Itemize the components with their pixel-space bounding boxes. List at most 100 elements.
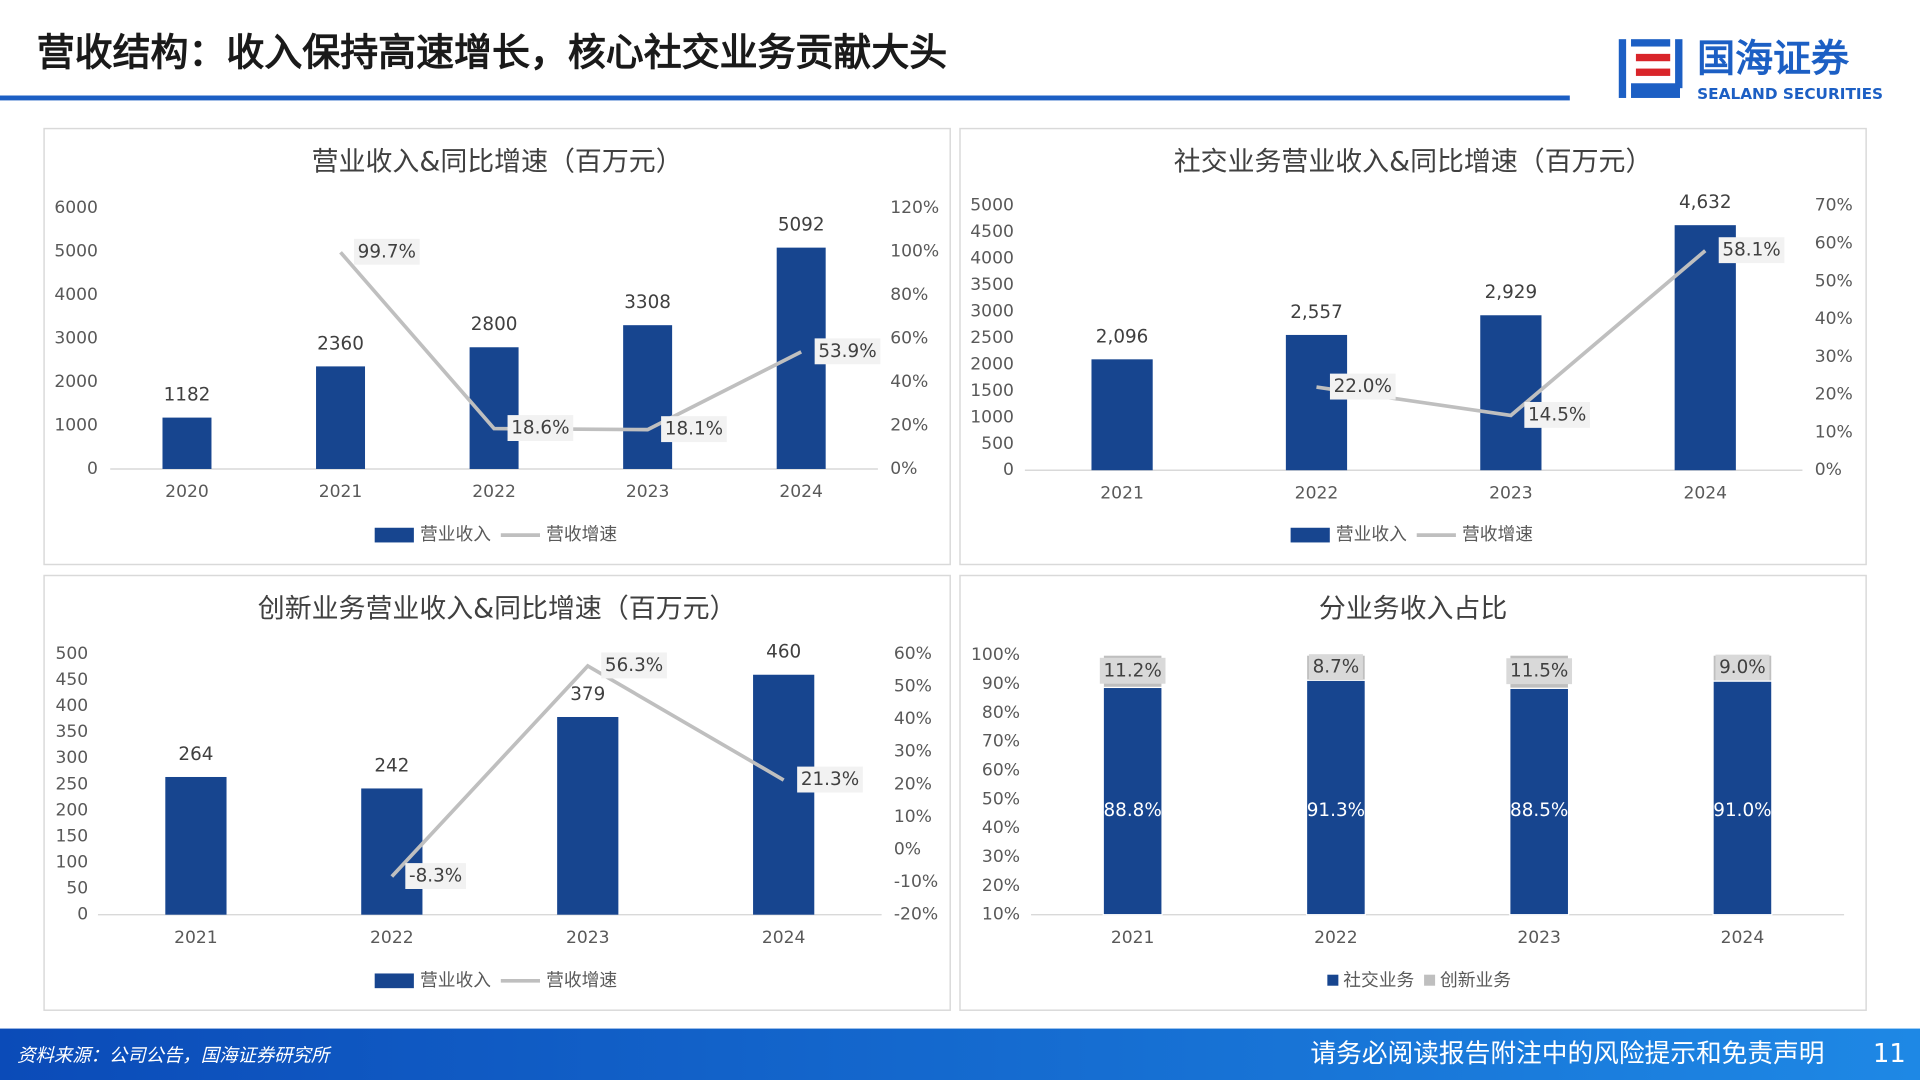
data-label: 9.0% (1719, 657, 1766, 678)
legend-label: 营收增速 (546, 524, 617, 545)
bar-segment (1102, 686, 1163, 916)
bar (1480, 315, 1542, 471)
y-tick-label: 6000 (54, 198, 98, 218)
x-tick-label: 2023 (626, 482, 670, 502)
y-tick-label: 60% (982, 760, 1020, 780)
y-tick-label: 450 (55, 670, 88, 690)
y2-tick-label: 20% (894, 774, 932, 794)
y-tick-label: 250 (55, 774, 88, 794)
y-tick-label: 5000 (54, 242, 98, 262)
data-label: 264 (178, 744, 213, 765)
y2-tick-label: -20% (894, 905, 938, 925)
y-tick-label: 4000 (54, 285, 98, 305)
legend-label: 创新业务 (1440, 970, 1511, 991)
data-label-box (814, 338, 881, 365)
x-tick-label: 2021 (1100, 483, 1144, 503)
y2-tick-label: 60% (1815, 233, 1853, 253)
data-label-box (405, 863, 466, 889)
y2-tick-label: 40% (894, 709, 932, 729)
y-tick-label: 3500 (970, 275, 1014, 295)
chart-title: 创新业务营业收入&同比增速（百万元） (258, 593, 737, 624)
data-label-box (507, 415, 574, 442)
x-tick-label: 2023 (1489, 483, 1533, 503)
legend-label: 营业收入 (420, 970, 491, 991)
page-number: 11 (1873, 1039, 1906, 1069)
y-tick-label: 300 (55, 748, 88, 768)
y-tick-label: 500 (981, 434, 1014, 454)
y2-tick-label: 40% (1815, 309, 1853, 329)
data-label: -8.3% (409, 866, 462, 887)
y2-tick-label: 50% (894, 676, 932, 696)
data-label: 21.3% (801, 769, 859, 790)
y2-tick-label: 50% (1815, 271, 1853, 291)
bar (162, 417, 212, 469)
data-label: 4,632 (1679, 192, 1732, 213)
y-tick-label: 1000 (970, 407, 1014, 427)
data-label-box (601, 652, 667, 679)
x-tick-label: 2024 (779, 482, 823, 502)
slide-title: 营收结构：收入保持高速增长，核心社交业务贡献大头 (37, 31, 948, 75)
data-label: 1182 (164, 385, 211, 406)
x-tick-label: 2020 (165, 482, 209, 502)
data-label: 5092 (778, 215, 825, 236)
data-label: 2360 (317, 333, 364, 354)
line (390, 663, 785, 878)
y-tick-label: 150 (55, 826, 88, 846)
x-tick-label: 2023 (1517, 928, 1561, 948)
x-tick-label: 2022 (1295, 483, 1339, 503)
data-label: 99.7% (358, 241, 416, 262)
y-tick-label: 100% (971, 645, 1020, 665)
data-label: 58.1% (1722, 240, 1780, 261)
data-label-box (1715, 654, 1770, 681)
y2-tick-label: -10% (894, 872, 938, 892)
data-label-box (1506, 658, 1573, 685)
bar (557, 716, 619, 915)
x-tick-label: 2024 (1683, 483, 1727, 503)
bar-segment (1305, 679, 1366, 916)
legend-swatch (1327, 974, 1339, 986)
y-tick-label: 5000 (970, 196, 1014, 216)
logo-text: 国海证券 (1697, 37, 1850, 81)
y-tick-label: 4500 (970, 222, 1014, 242)
y2-tick-label: 0% (894, 839, 921, 859)
data-label: 18.6% (511, 418, 569, 439)
x-tick-label: 2024 (1721, 928, 1765, 948)
y-tick-label: 2000 (54, 372, 98, 392)
y2-tick-label: 20% (890, 416, 928, 436)
chart-title: 社交业务营业收入&同比增速（百万元） (1174, 146, 1653, 177)
legend-swatch (374, 527, 414, 543)
data-label-box (1718, 237, 1785, 264)
y-tick-label: 3000 (970, 302, 1014, 322)
logo-icon (1618, 39, 1683, 98)
y-tick-label: 40% (982, 818, 1020, 838)
bar (361, 788, 423, 915)
y2-tick-label: 80% (890, 285, 928, 305)
y-tick-label: 10% (982, 905, 1020, 925)
title-rule (0, 95, 1570, 101)
y2-tick-label: 120% (890, 198, 939, 218)
bar (623, 325, 673, 469)
data-label: 8.7% (1313, 657, 1360, 678)
x-tick-label: 2022 (1314, 928, 1358, 948)
data-label-box (661, 416, 727, 443)
data-label-box (354, 238, 420, 265)
data-label-box (1099, 657, 1166, 684)
data-label: 11.2% (1103, 660, 1161, 681)
data-label: 56.3% (605, 655, 663, 676)
y-tick-label: 1500 (970, 381, 1014, 401)
data-label: 2,557 (1290, 302, 1343, 323)
legend-label: 营收增速 (546, 970, 617, 991)
data-label: 91.0% (1713, 800, 1771, 821)
y-tick-label: 4000 (970, 249, 1014, 269)
y-tick-label: 1000 (54, 416, 98, 436)
y-tick-label: 30% (982, 847, 1020, 867)
data-label: 2800 (471, 314, 518, 335)
y2-tick-label: 30% (1815, 347, 1853, 367)
source-note: 资料来源：公司公告，国海证券研究所 (17, 1046, 332, 1067)
x-tick-label: 2022 (370, 928, 414, 948)
data-label: 2,929 (1485, 282, 1538, 303)
data-label: 460 (766, 642, 801, 663)
x-tick-label: 2022 (472, 482, 516, 502)
bar (165, 776, 227, 915)
